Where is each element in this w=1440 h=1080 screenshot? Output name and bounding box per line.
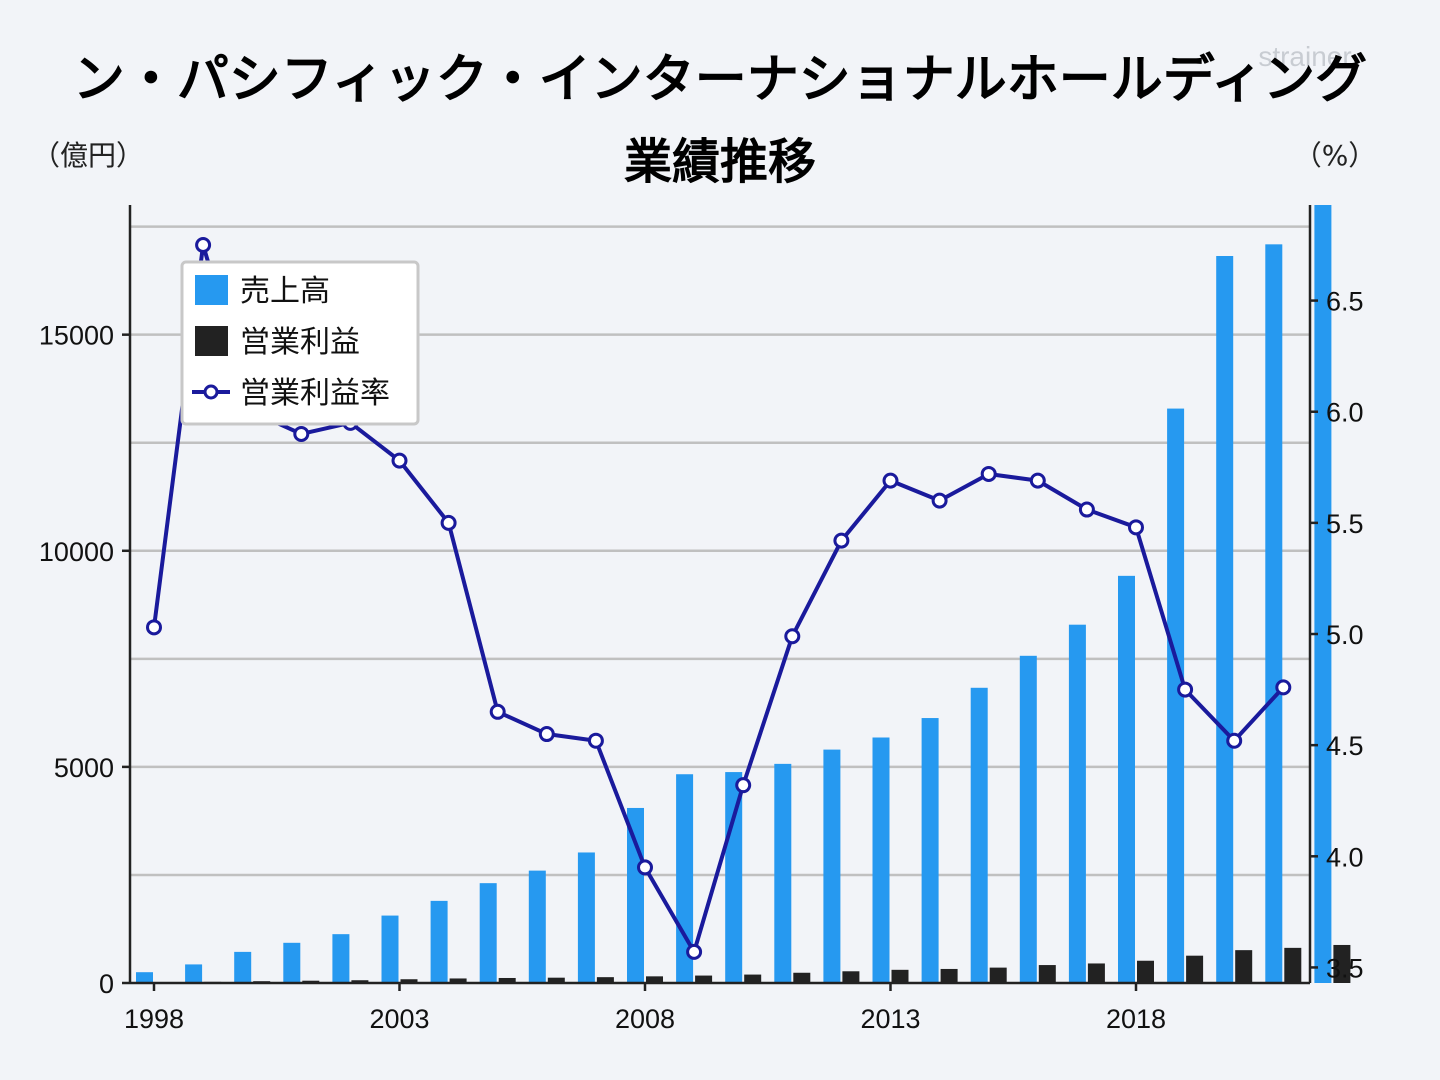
legend-swatch-sales xyxy=(195,275,228,305)
bar-sales xyxy=(823,749,841,983)
bar-op-profit xyxy=(400,979,418,983)
bar-op-profit xyxy=(1284,947,1302,983)
bar-op-profit xyxy=(793,972,811,983)
bar-sales xyxy=(1216,256,1234,984)
margin-point xyxy=(195,237,212,254)
margin-point xyxy=(1029,472,1046,489)
bar-op-profit xyxy=(744,974,762,983)
bar-sales xyxy=(234,951,252,983)
tick-labels: 0 5000 10000 15000 3.5 4.0 4.5 5.0 5.5 6.0 6.5 1998… xyxy=(39,287,1364,1034)
left-tick-label: 15000 xyxy=(39,321,114,351)
margin-point xyxy=(1226,732,1243,749)
bar-op-profit xyxy=(547,977,565,983)
bar-op-profit xyxy=(989,967,1007,983)
bar-op-profit xyxy=(1038,965,1056,983)
bar-sales xyxy=(479,883,497,983)
bar-sales xyxy=(185,964,203,983)
margin-point xyxy=(637,859,653,876)
margin-point xyxy=(587,732,604,749)
left-tick-label: 10000 xyxy=(39,537,114,567)
x-tick-label: 2008 xyxy=(615,1004,675,1034)
margin-point xyxy=(931,492,948,509)
bar-op-profit xyxy=(940,968,958,983)
x-tick-label: 2013 xyxy=(860,1004,920,1034)
bar-op-profit xyxy=(891,969,909,983)
right-tick-label: 6.0 xyxy=(1326,398,1364,428)
right-tick-label: 3.5 xyxy=(1326,953,1364,983)
right-tick-label: 4.5 xyxy=(1326,731,1364,761)
margin-point xyxy=(391,452,408,469)
bar-op-profit xyxy=(646,976,663,983)
chart-title: ン・パシフィック・インターナショナルホールディング xyxy=(73,50,1367,110)
margin-point xyxy=(1275,679,1292,696)
bar-sales xyxy=(774,763,792,983)
margin-point xyxy=(489,703,506,720)
bar-sales xyxy=(136,972,153,983)
bar-op-profit xyxy=(1333,944,1351,983)
margin-point xyxy=(440,514,457,531)
legend-label-sales: 売上高 xyxy=(240,274,330,309)
right-tick-label: 6.5 xyxy=(1326,287,1364,317)
bar-op-profit xyxy=(1137,960,1154,983)
bar-op-profit xyxy=(498,977,516,983)
margin-point xyxy=(784,628,801,645)
margin-point xyxy=(1128,519,1144,536)
bar-sales xyxy=(627,807,644,983)
legend-swatch-op-profit xyxy=(195,326,228,356)
legend-swatch-margin-marker xyxy=(203,384,219,400)
bar-sales xyxy=(1068,624,1086,983)
bar-sales xyxy=(1019,655,1037,983)
bar-sales xyxy=(1118,575,1135,983)
bar-sales xyxy=(1167,408,1185,983)
right-tick-label: 5.0 xyxy=(1326,620,1364,650)
right-tick-label: 5.5 xyxy=(1326,509,1364,539)
gridlines xyxy=(130,225,1310,877)
x-tick-label: 2003 xyxy=(369,1004,429,1034)
left-axis-unit: （億円） xyxy=(32,139,144,172)
chart-subtitle: 業績推移 xyxy=(624,134,816,190)
bar-op-profit xyxy=(842,971,860,983)
watermark: strainer xyxy=(1258,41,1351,72)
bar-sales xyxy=(872,737,890,983)
margin-point xyxy=(980,465,997,482)
margin-point xyxy=(882,472,899,489)
bar-sales xyxy=(430,900,448,983)
bar-sales xyxy=(1265,244,1283,984)
right-axis-unit: （%） xyxy=(1294,139,1377,172)
right-tick-label: 4.0 xyxy=(1326,842,1364,872)
margin-point xyxy=(833,532,850,549)
bar-series xyxy=(136,205,1351,984)
bar-op-profit xyxy=(449,978,467,983)
bar-sales xyxy=(381,915,399,983)
bar-sales xyxy=(528,870,546,983)
x-tick-label: 1998 xyxy=(124,1004,184,1034)
bar-sales xyxy=(283,942,301,983)
bar-op-profit xyxy=(1087,963,1105,983)
margin-point xyxy=(1177,681,1194,698)
bar-sales xyxy=(970,687,988,983)
margin-point xyxy=(538,726,555,743)
x-tick-label: 2018 xyxy=(1106,1004,1166,1034)
left-tick-label: 0 xyxy=(99,969,114,999)
bar-op-profit xyxy=(351,980,369,983)
bar-sales xyxy=(921,718,939,983)
legend-label-op-profit: 営業利益 xyxy=(240,325,360,360)
bar-op-profit xyxy=(1235,950,1253,983)
bar-sales xyxy=(1314,205,1332,983)
margin-point xyxy=(686,943,703,960)
legend-label-margin: 営業利益率 xyxy=(240,376,390,411)
margin-point xyxy=(146,619,162,636)
margin-point xyxy=(1078,501,1095,518)
left-tick-label: 5000 xyxy=(54,753,114,783)
bar-sales xyxy=(577,852,595,983)
bar-op-profit xyxy=(596,977,614,983)
bar-op-profit xyxy=(1186,955,1204,983)
margin-point xyxy=(293,425,310,442)
legend-box xyxy=(180,260,420,426)
legend: 売上高 営業利益 営業利益率 xyxy=(180,260,420,426)
bar-sales xyxy=(332,934,350,983)
margin-point xyxy=(735,777,752,794)
bar-op-profit xyxy=(695,975,713,983)
